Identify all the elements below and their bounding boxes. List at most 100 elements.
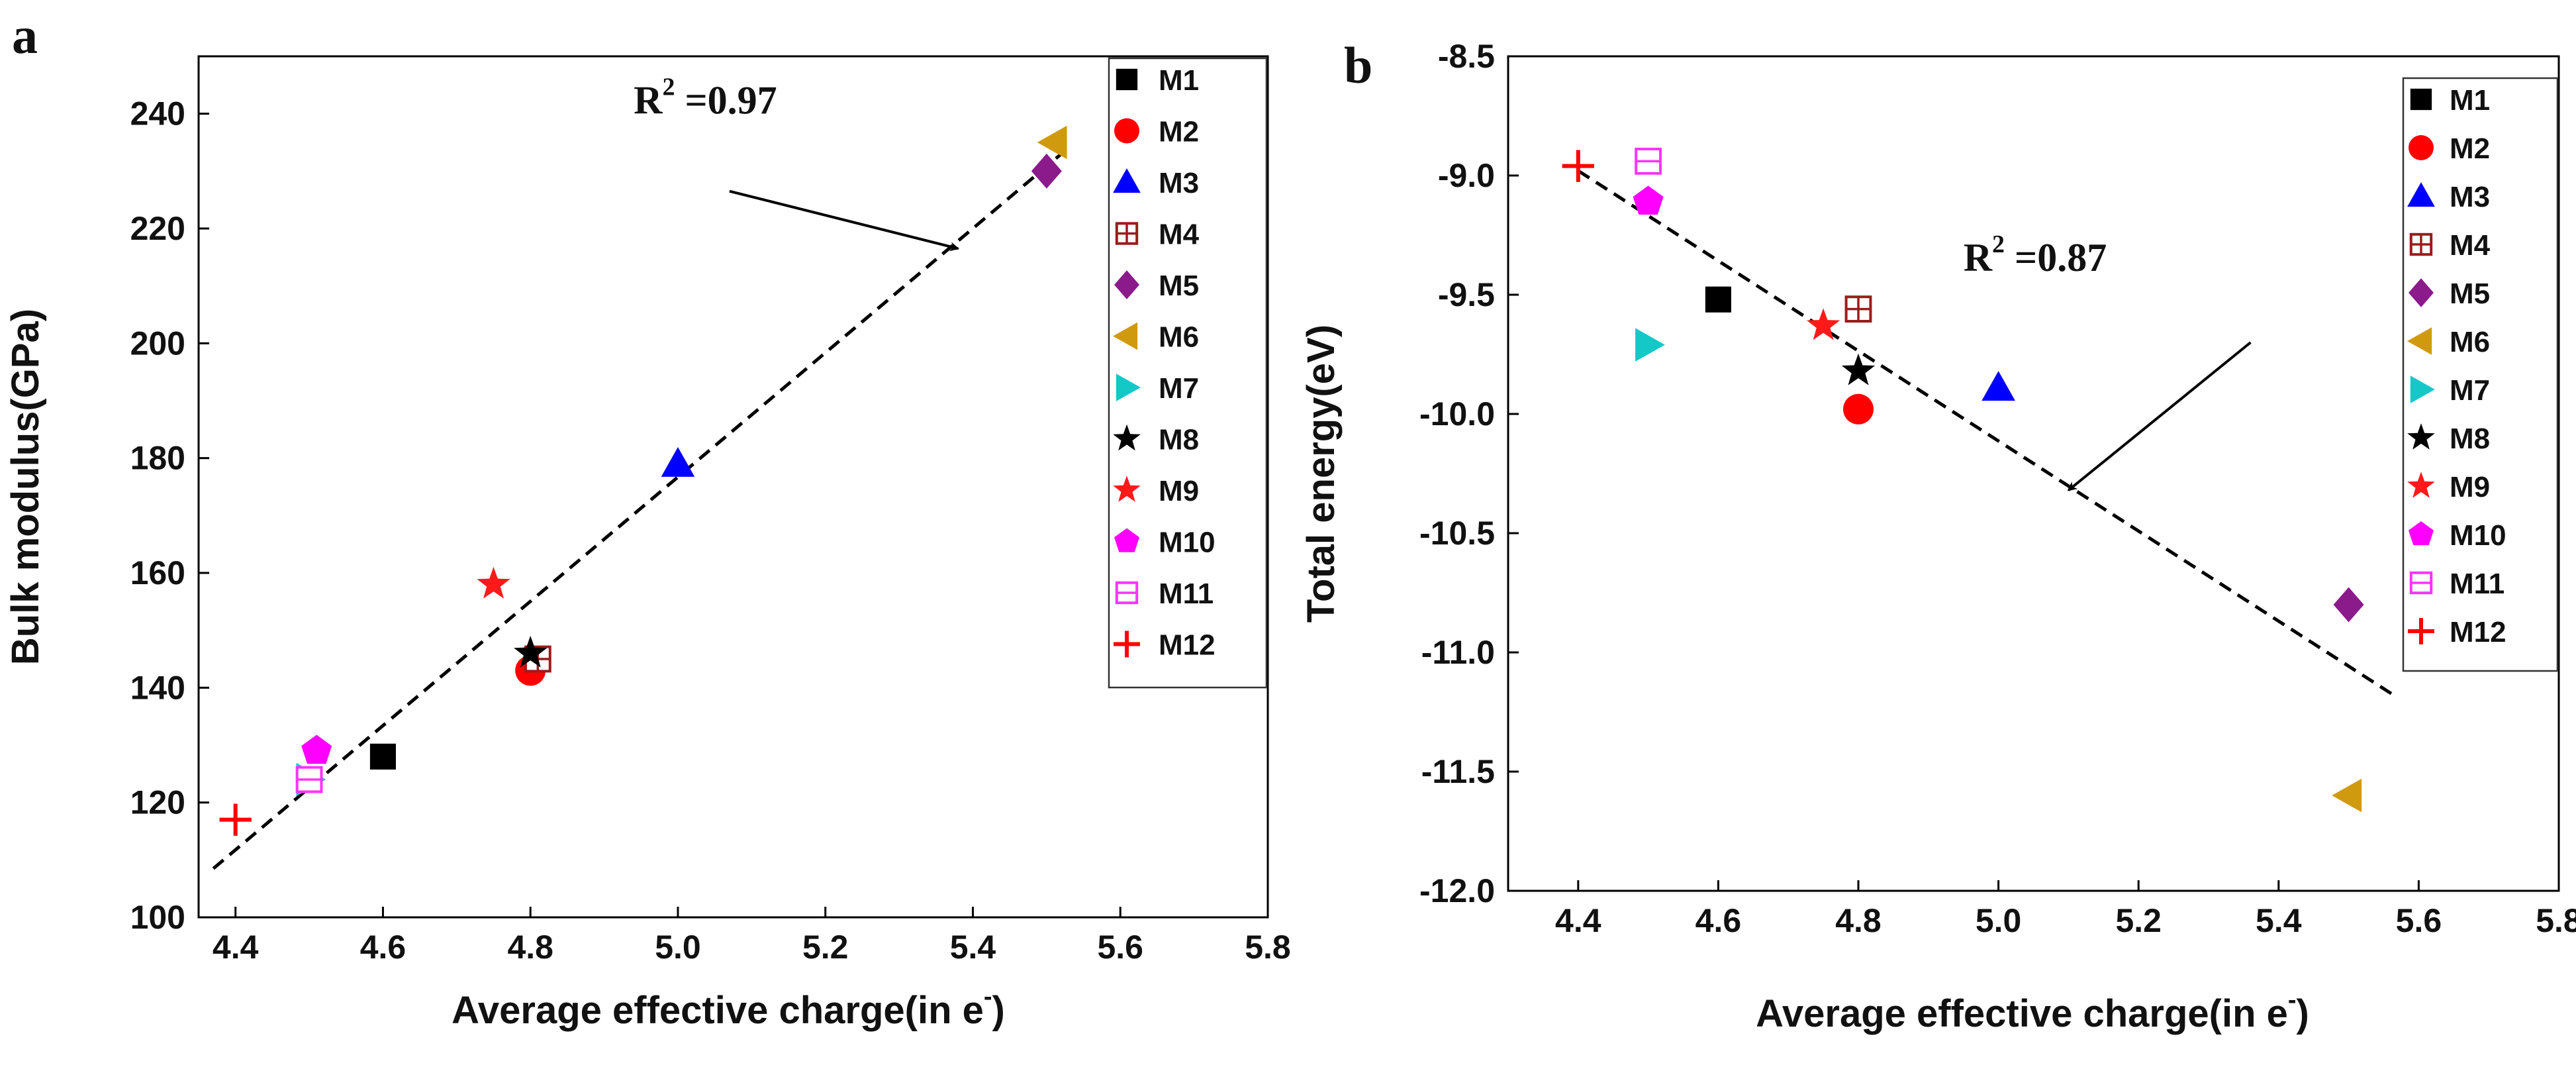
legend-marker-a-M9: [1113, 476, 1141, 502]
x-tick-label-a-1: 4.6: [360, 929, 406, 966]
legend-label-b-M3: M3: [2450, 181, 2490, 213]
legend-label-a-M7: M7: [1159, 372, 1199, 405]
point-b-M2: [1843, 393, 1874, 425]
legend-label-b-M1: M1: [2450, 84, 2490, 117]
panel-label-a: a: [12, 7, 38, 64]
x-tick-label-b-1: 4.6: [1695, 902, 1742, 939]
legend-marker-a-M3: [1113, 168, 1141, 193]
legend-label-b-M4: M4: [2450, 229, 2491, 262]
point-a-M6: [1037, 125, 1067, 160]
point-a-M3: [661, 447, 695, 477]
legend-marker-a-M5: [1114, 270, 1139, 299]
point-b-M5: [2333, 587, 2364, 623]
x-axis-label-b: Average effective charge(in e-): [1756, 986, 2309, 1035]
legend-label-b-M10: M10: [2450, 519, 2506, 552]
fit-line-b: [1577, 169, 2399, 699]
legend-marker-a-M2: [1114, 118, 1139, 144]
y-tick-label-b-7: -8.5: [1438, 38, 1495, 75]
r2-annotation-b: R2 =0.87: [1964, 230, 2107, 279]
legend-marker-b-M5: [2409, 278, 2434, 307]
point-b-M8: [1841, 353, 1876, 385]
legend-marker-a-M1: [1116, 68, 1138, 91]
legend-marker-a-M7: [1116, 374, 1141, 401]
legend-label-a-M8: M8: [1159, 424, 1199, 456]
panel-label-b: b: [1344, 36, 1372, 94]
y-tick-label-b-6: -9.0: [1438, 157, 1495, 194]
legend-marker-b-M6: [2407, 327, 2432, 355]
legend-label-a-M3: M3: [1159, 167, 1199, 199]
legend-label-b-M8: M8: [2450, 423, 2490, 455]
y-tick-label-b-3: -10.5: [1419, 515, 1495, 552]
legend-label-a-M9: M9: [1159, 475, 1199, 507]
legend-label-a-M12: M12: [1159, 629, 1216, 662]
point-b-M3: [1981, 371, 2015, 401]
legend-marker-b-M12: [2408, 618, 2434, 644]
r2-annotation-a: R2 =0.97: [634, 74, 777, 123]
r2-arrow-a: [729, 189, 960, 252]
y-axis-label-b: Total energy(eV): [1300, 325, 1343, 623]
chart-b-marks: 4.4 4.6 4.8 5.0 5.2 5.4 5.6 5.8 -12.0 -11.5 -11.0 -…: [1419, 38, 2576, 939]
y-tick-label-b-5: -9.5: [1438, 276, 1495, 313]
point-a-M10: [301, 735, 332, 764]
x-tick-label-b-0: 4.4: [1555, 902, 1601, 939]
r2-arrow-b: [2067, 341, 2252, 491]
x-tick-label-b-2: 4.8: [1835, 902, 1882, 939]
plot-frame-b: [1507, 55, 2560, 892]
x-tick-label-b-5: 5.4: [2256, 902, 2302, 939]
point-b-M12: [1562, 150, 1594, 182]
point-b-M10: [1633, 185, 1664, 215]
legend-marker-b-M11: [2409, 571, 2433, 595]
legend-label-a-M11: M11: [1159, 578, 1214, 610]
x-tick-label-a-3: 5.0: [655, 929, 701, 966]
x-tick-label-b-3: 5.0: [1976, 902, 2022, 939]
y-tick-label-a-7: 240: [130, 95, 185, 132]
chart-a-bulk-modulus: a 4.4 4.6 4.8 5.0 5.2 5.4 5.6 5.8 100 120 140 160 18…: [4, 7, 1291, 1032]
y-axis-label-a: Bulk modulus(GPa): [4, 309, 47, 665]
legend-label-b-M6: M6: [2450, 326, 2490, 358]
point-b-M1: [1705, 286, 1731, 313]
legend-marker-b-M3: [2407, 182, 2435, 207]
legend-marker-a-M4: [1115, 222, 1139, 245]
point-a-M12: [219, 803, 252, 836]
point-b-M6: [2332, 778, 2362, 813]
x-tick-label-a-0: 4.4: [213, 929, 259, 966]
y-tick-label-a-5: 200: [130, 325, 185, 362]
x-tick-label-a-5: 5.4: [950, 929, 996, 966]
legend-label-a-M4: M4: [1159, 219, 1200, 251]
y-tick-label-b-2: -11.0: [1421, 634, 1495, 671]
chart-b-total-energy: b 4.4 4.6 4.8 5.0 5.2 5.4 5.6 5.8 -12.0 -11.5 -11.…: [1300, 36, 2576, 1035]
legend-marker-b-M7: [2410, 376, 2435, 403]
point-b-M11: [1635, 148, 1662, 175]
y-tick-label-a-2: 140: [130, 669, 185, 706]
legend-label-a-M10: M10: [1159, 527, 1216, 559]
point-a-M8: [514, 635, 548, 668]
x-tick-label-a-6: 5.6: [1097, 929, 1143, 966]
legend-marker-a-M12: [1114, 631, 1140, 658]
legend-label-b-M2: M2: [2450, 132, 2490, 165]
point-a-M11: [295, 766, 323, 793]
y-tick-label-a-0: 100: [130, 899, 185, 936]
y-tick-label-a-3: 160: [130, 554, 185, 591]
legend-label-b-M7: M7: [2450, 374, 2490, 407]
point-a-M5: [1031, 153, 1062, 189]
point-b-M4: [1844, 295, 1872, 323]
x-tick-label-b-7: 5.8: [2536, 902, 2576, 939]
legend-marker-a-M11: [1115, 581, 1139, 605]
y-tick-label-b-1: -11.5: [1421, 753, 1495, 790]
point-b-M7: [1635, 328, 1665, 362]
y-tick-label-b-4: -10.0: [1419, 395, 1495, 432]
x-tick-label-b-6: 5.6: [2396, 902, 2442, 939]
y-tick-label-a-6: 220: [130, 210, 185, 247]
x-tick-label-a-7: 5.8: [1245, 929, 1291, 966]
x-tick-label-b-4: 5.2: [2115, 902, 2162, 939]
legend-b: M1 M2 M3 M4 M5 M6 M7 M8 M9 M10 M11 M12: [2402, 77, 2559, 672]
point-b-M9: [1806, 308, 1840, 340]
legend-marker-a-M6: [1113, 322, 1138, 350]
legend-marker-b-M9: [2407, 472, 2435, 498]
y-tick-label-a-1: 120: [130, 784, 185, 821]
legend-a: M1 M2 M3 M4 M5 M6 M7 M8 M9 M10 M11 M12: [1108, 57, 1268, 689]
x-tick-label-a-4: 5.2: [802, 929, 849, 966]
y-tick-label-b-0: -12.0: [1419, 872, 1495, 909]
legend-marker-b-M1: [2410, 88, 2432, 111]
